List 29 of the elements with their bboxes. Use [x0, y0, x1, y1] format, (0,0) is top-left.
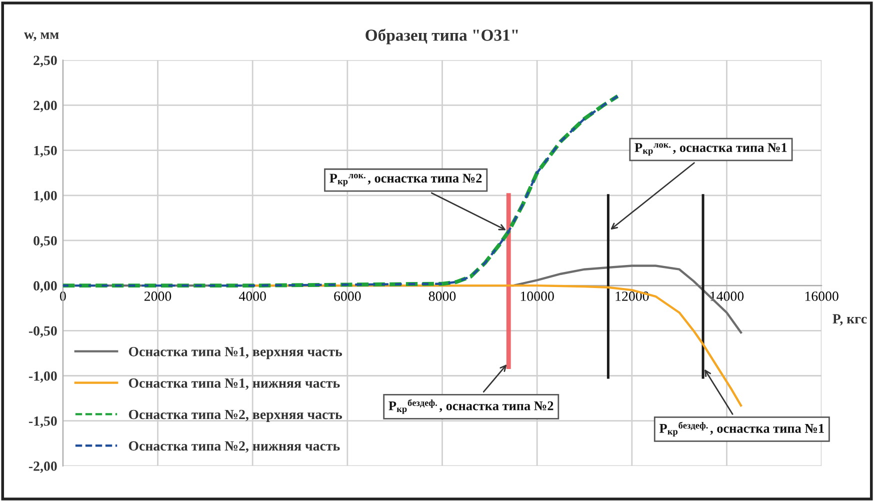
y-tick-label: 1,50 [34, 146, 57, 158]
legend-label: Оснастка типа №1, нижняя часть [128, 378, 340, 390]
annotation: P$_{кр}$$^{бездеф.}$, оснастка типа №2 [388, 399, 554, 414]
legend-label: Оснастка типа №1, верхняя часть [128, 346, 342, 360]
x-axis-title: P, кгс [832, 314, 867, 326]
x-tick-label: 4000 [238, 292, 266, 301]
y-tick-label: 2,50 [34, 56, 57, 68]
x-tick-label: 14000 [710, 292, 744, 301]
y-tick-label: -2,00 [28, 462, 57, 473]
x-tick-label: 2000 [144, 292, 172, 301]
y-tick-label: 1,00 [34, 190, 57, 202]
chart-title: Образец типа "О31" [366, 28, 518, 44]
y-axis-title: w, мм [24, 32, 59, 42]
x-tick-label: 16000 [805, 292, 838, 301]
y-tick-label: -1,00 [28, 371, 57, 383]
annotation: P$_{кр}$$^{лок.}$, оснастка типа №1 [634, 143, 787, 156]
annotation: P$_{кр}$$^{лок.}$, оснастка типа №2 [330, 174, 482, 186]
y-tick-label: 0,00 [34, 281, 57, 293]
x-tick-label: 0 [60, 292, 66, 301]
x-tick-label: 10000 [520, 292, 554, 301]
y-tick-label: -1,50 [28, 416, 57, 428]
annotation: P$_{кр}$$^{бездеф.}$, оснастка типа №1 [659, 422, 824, 436]
x-tick-label: 8000 [428, 292, 456, 301]
legend-label: Оснастка типа №2, верхняя часть [128, 410, 342, 422]
x-tick-label: 6000 [334, 292, 361, 301]
legend-label: Оснастка типа №2, нижняя часть [128, 441, 340, 453]
y-tick-label: -0,50 [28, 326, 57, 338]
y-tick-label: 2,00 [34, 100, 57, 112]
y-tick-label: 0,50 [34, 236, 57, 248]
